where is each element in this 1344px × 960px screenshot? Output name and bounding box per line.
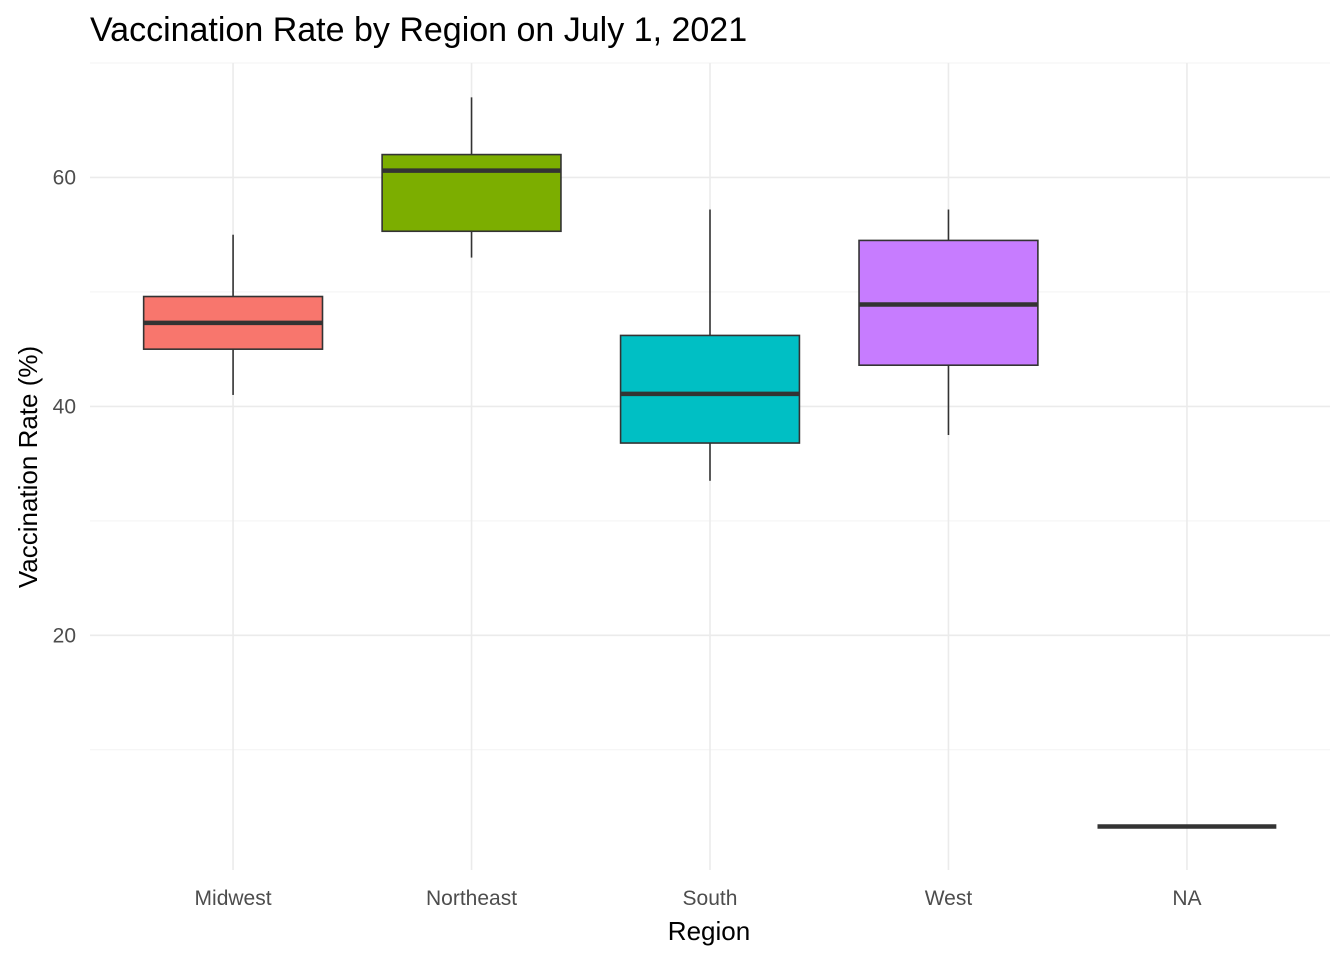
box-body — [619, 334, 801, 444]
box-midwest — [142, 234, 324, 395]
x-tick-label: Northeast — [426, 887, 517, 910]
box-body — [381, 153, 562, 233]
axis-ticks: 20 40 60 Midwest Northeast South West NA — [53, 166, 1202, 910]
x-tick-label: West — [925, 887, 973, 910]
box-series — [142, 97, 1277, 829]
y-axis-title: Vaccination Rate (%) — [13, 346, 43, 588]
box-west — [858, 209, 1039, 436]
y-tick-label: 60 — [53, 166, 76, 189]
x-tick-label: South — [683, 887, 738, 910]
y-tick-label: 20 — [53, 624, 76, 647]
box-south — [619, 209, 801, 481]
x-axis-title: Region — [668, 916, 750, 946]
chart-title: Vaccination Rate by Region on July 1, 20… — [90, 11, 747, 49]
x-tick-label: NA — [1172, 887, 1201, 910]
y-tick-label: 40 — [53, 395, 76, 418]
x-tick-label: Midwest — [195, 887, 272, 910]
box-northeast — [381, 97, 562, 258]
